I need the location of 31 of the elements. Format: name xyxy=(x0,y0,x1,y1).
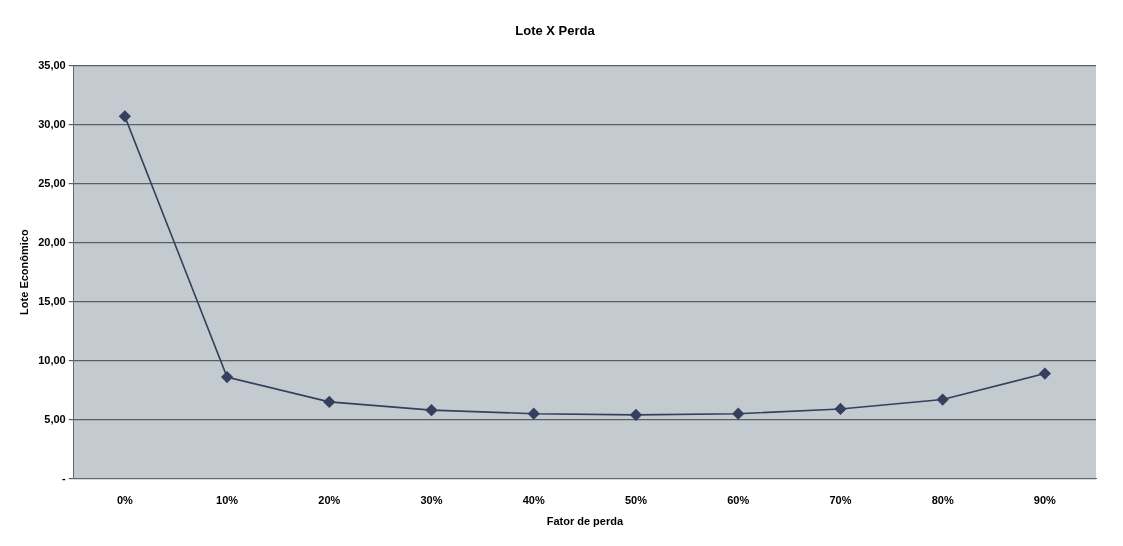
point xyxy=(834,403,847,415)
point xyxy=(323,396,336,408)
x-tick-label: 30% xyxy=(420,494,443,507)
x-tick-label: 50% xyxy=(624,494,648,507)
point xyxy=(527,407,540,420)
x-tick-label: 40% xyxy=(522,494,545,507)
y-tick-label: 25,00 xyxy=(38,176,66,189)
x-tick-label: 60% xyxy=(727,494,750,507)
x-tick-label: 90% xyxy=(1033,494,1057,507)
y-tick-label: 30,00 xyxy=(38,117,66,130)
y-tick-label: 35,00 xyxy=(38,58,66,71)
chart-title: Lote X Perda xyxy=(515,23,596,39)
x-tick-label: 70% xyxy=(829,494,852,507)
point xyxy=(1039,367,1051,380)
y-tick-label: 10,00 xyxy=(38,353,66,366)
point xyxy=(425,404,438,416)
point xyxy=(936,393,949,406)
x-tick-label: 80% xyxy=(931,494,954,507)
x-tick-label: 20% xyxy=(318,494,341,507)
point xyxy=(119,110,131,123)
y-tick-label: - xyxy=(62,471,67,484)
x-axis-title: Fator de perda xyxy=(546,515,624,528)
y-tick-label: 15,00 xyxy=(38,294,66,307)
x-tick-label: 0% xyxy=(116,494,134,507)
y-tick-label: 20,00 xyxy=(38,235,66,248)
point xyxy=(630,409,642,421)
x-tick-label: 10% xyxy=(216,494,239,507)
point xyxy=(732,407,744,420)
y-axis-title: Lote Econômico xyxy=(17,229,30,315)
y-tick-label: 5,00 xyxy=(44,412,66,425)
point xyxy=(221,371,233,383)
